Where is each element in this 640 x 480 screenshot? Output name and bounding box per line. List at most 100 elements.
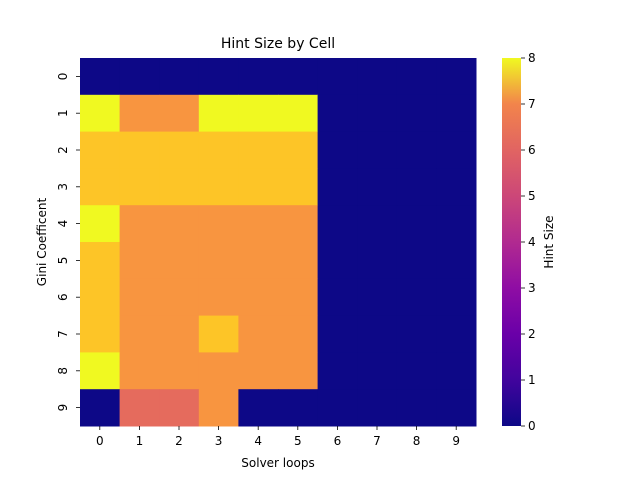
y-tick-label: 2 bbox=[56, 146, 70, 154]
heatmap-cell bbox=[436, 315, 477, 353]
heatmap-cell bbox=[357, 131, 398, 169]
heatmap-cell bbox=[119, 94, 160, 133]
heatmap-cell bbox=[238, 168, 279, 206]
heatmap-cell bbox=[159, 131, 200, 169]
heatmap-cell bbox=[238, 205, 279, 243]
heatmap-cell bbox=[317, 205, 358, 243]
colorbar-gradient bbox=[502, 58, 521, 426]
heatmap-cell bbox=[159, 278, 200, 317]
heatmap-cell bbox=[436, 131, 477, 169]
heatmap-cell bbox=[436, 168, 477, 206]
x-tick-label: 9 bbox=[452, 434, 460, 448]
heatmap-cell bbox=[238, 352, 279, 390]
heatmap-cell bbox=[238, 278, 279, 317]
heatmap-cell bbox=[357, 278, 398, 317]
heatmap-cell bbox=[317, 58, 358, 96]
y-axis-label: Gini Coefficent bbox=[35, 198, 49, 287]
heatmap-cell bbox=[198, 131, 239, 169]
heatmap-cell bbox=[396, 94, 437, 133]
heatmap-cell bbox=[119, 278, 160, 317]
y-tick-label: 0 bbox=[56, 73, 70, 81]
colorbar-tick-label: 6 bbox=[528, 143, 536, 157]
heatmap-cell bbox=[278, 242, 319, 280]
heatmap-cell bbox=[159, 205, 200, 243]
heatmap-cell bbox=[396, 278, 437, 317]
heatmap-cell bbox=[198, 315, 239, 353]
y-axis: 0 1 2 3 4 5 6 7 8 9 bbox=[56, 73, 80, 411]
y-tick-label: 5 bbox=[56, 257, 70, 265]
heatmap-cell bbox=[80, 131, 121, 169]
heatmap-cell bbox=[396, 242, 437, 280]
y-tick-label: 7 bbox=[56, 330, 70, 338]
heatmap-cell bbox=[159, 389, 200, 427]
x-axis: 0 1 2 3 4 5 6 7 8 9 bbox=[96, 426, 460, 448]
colorbar-tick-label: 0 bbox=[528, 419, 536, 433]
heatmap-cell bbox=[436, 389, 477, 427]
heatmap-cell bbox=[357, 315, 398, 353]
heatmap-cell bbox=[198, 278, 239, 317]
heatmap-cells bbox=[80, 58, 477, 427]
heatmap-cell bbox=[80, 168, 121, 206]
x-tick-label: 6 bbox=[334, 434, 342, 448]
heatmap-cell bbox=[238, 315, 279, 353]
heatmap-cell bbox=[357, 205, 398, 243]
heatmap-cell bbox=[278, 389, 319, 427]
heatmap-cell bbox=[238, 389, 279, 427]
heatmap-cell bbox=[278, 278, 319, 317]
heatmap-cell bbox=[159, 94, 200, 133]
heatmap-cell bbox=[357, 58, 398, 96]
heatmap-cell bbox=[159, 58, 200, 96]
heatmap-cell bbox=[357, 352, 398, 390]
heatmap-cell bbox=[278, 131, 319, 169]
heatmap-cell bbox=[317, 242, 358, 280]
colorbar-tick-label: 2 bbox=[528, 327, 536, 341]
heatmap-cell bbox=[357, 168, 398, 206]
y-tick-label: 8 bbox=[56, 367, 70, 375]
heatmap-cell bbox=[436, 352, 477, 390]
heatmap-cell bbox=[198, 94, 239, 133]
heatmap-cell bbox=[119, 389, 160, 427]
heatmap-cell bbox=[80, 389, 121, 427]
heatmap-cell bbox=[238, 131, 279, 169]
x-axis-label: Solver loops bbox=[241, 456, 314, 470]
heatmap-cell bbox=[317, 389, 358, 427]
heatmap-cell bbox=[198, 168, 239, 206]
chart-title: Hint Size by Cell bbox=[221, 36, 335, 52]
heatmap-cell bbox=[80, 315, 121, 353]
x-tick-label: 4 bbox=[254, 434, 262, 448]
heatmap-cell bbox=[119, 352, 160, 390]
heatmap-cell bbox=[436, 242, 477, 280]
heatmap-cell bbox=[80, 94, 121, 133]
x-tick-label: 0 bbox=[96, 434, 104, 448]
heatmap-cell bbox=[317, 352, 358, 390]
heatmap-cell bbox=[357, 242, 398, 280]
heatmap-cell bbox=[396, 389, 437, 427]
y-tick-label: 3 bbox=[56, 183, 70, 191]
colorbar-tick-label: 3 bbox=[528, 281, 536, 295]
x-tick-label: 3 bbox=[215, 434, 223, 448]
x-tick-label: 1 bbox=[136, 434, 144, 448]
colorbar-tick-label: 5 bbox=[528, 189, 536, 203]
heatmap-cell bbox=[238, 94, 279, 133]
heatmap-cell bbox=[396, 131, 437, 169]
colorbar-label: Hint Size bbox=[542, 215, 556, 268]
colorbar-tick-label: 4 bbox=[528, 235, 536, 249]
y-tick-label: 6 bbox=[56, 293, 70, 301]
heatmap-cell bbox=[119, 242, 160, 280]
heatmap-cell bbox=[119, 58, 160, 96]
heatmap-cell bbox=[80, 242, 121, 280]
heatmap-cell bbox=[396, 58, 437, 96]
heatmap-cell bbox=[238, 58, 279, 96]
heatmap-cell bbox=[198, 205, 239, 243]
colorbar-tick-label: 1 bbox=[528, 373, 536, 387]
x-tick-label: 5 bbox=[294, 434, 302, 448]
heatmap-cell bbox=[278, 94, 319, 133]
heatmap-cell bbox=[159, 242, 200, 280]
heatmap-cell bbox=[278, 168, 319, 206]
heatmap-cell bbox=[119, 168, 160, 206]
heatmap-cell bbox=[80, 58, 121, 96]
heatmap-cell bbox=[159, 168, 200, 206]
heatmap-cell bbox=[159, 315, 200, 353]
heatmap-cell bbox=[396, 168, 437, 206]
